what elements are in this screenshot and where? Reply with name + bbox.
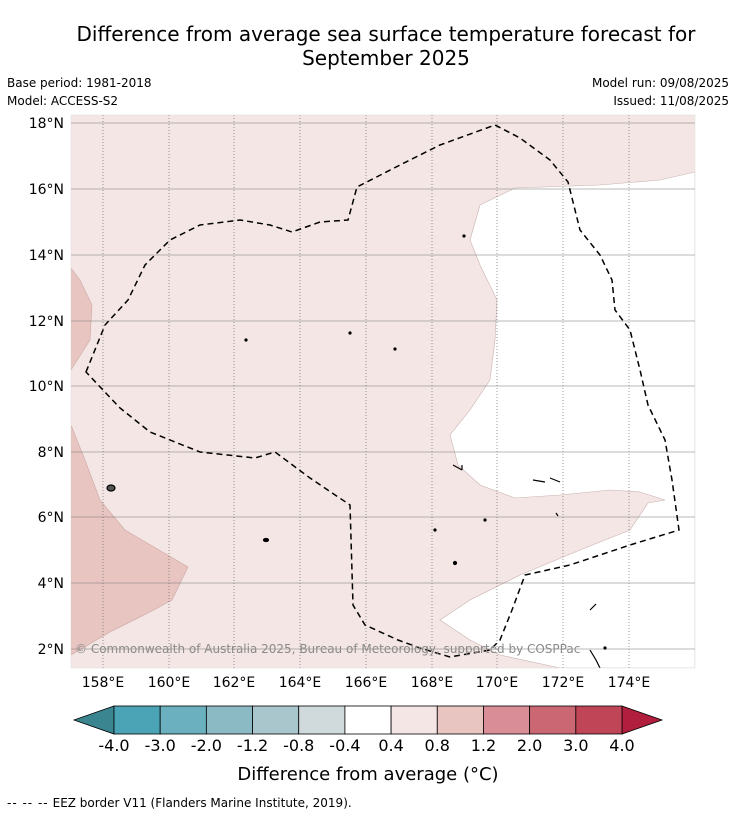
lon-label: 168°E xyxy=(411,675,454,691)
colorbar-segment xyxy=(344,705,392,735)
colorbar-segment xyxy=(298,705,346,735)
colorbar-tick-label: 2.0 xyxy=(517,736,542,755)
eez-legend-text: EEZ border V11 (Flanders Marine Institut… xyxy=(52,796,352,810)
lat-gridlines xyxy=(71,122,695,650)
lon-label: 164°E xyxy=(279,675,322,691)
lon-label: 166°E xyxy=(345,675,388,691)
lat-label: 8°N xyxy=(38,445,64,461)
colorbar-tick-label: -1.2 xyxy=(237,736,268,755)
colorbar-segment xyxy=(529,705,577,735)
lat-label: 10°N xyxy=(29,379,64,395)
colorbar-under-arrow xyxy=(72,705,115,735)
colorbar-label: Difference from average (°C) xyxy=(237,764,498,785)
colorbar-tick-label: 4.0 xyxy=(609,736,634,755)
lat-label: 18°N xyxy=(29,116,64,132)
anomaly-0-8-to-1-2-west xyxy=(71,267,93,371)
base-period: Base period: 1981-2018 xyxy=(7,76,152,90)
colorbar: -4.0 -3.0 -2.0 -1.2 -0.8 -0.4 0.4 0.8 1.2 2.0 3.0 4… xyxy=(72,705,664,785)
map-title: Difference from average sea surface temp… xyxy=(0,22,736,70)
colorbar-segment xyxy=(252,705,300,735)
meta-right: Model run: 09/08/2025 Issued: 11/08/2025 xyxy=(592,74,729,110)
title-line-2: September 2025 xyxy=(302,46,470,70)
lon-labels: 158°E 160°E 162°E 164°E 166°E 168°E 170°… xyxy=(82,675,651,691)
lon-label: 160°E xyxy=(148,675,191,691)
gridlines xyxy=(102,115,630,668)
colorbar-tick-label: 0.8 xyxy=(425,736,450,755)
map-frame xyxy=(70,114,696,669)
lon-label: 174°E xyxy=(608,675,651,691)
colorbar-tick-label: -2.0 xyxy=(191,736,222,755)
copyright-notice: © Commonwealth of Australia 2025, Bureau… xyxy=(75,642,580,656)
map-area xyxy=(71,115,695,668)
colorbar-segment xyxy=(205,705,253,735)
colorbar-segment xyxy=(159,705,207,735)
islands xyxy=(106,234,607,668)
colorbar-segment xyxy=(436,705,484,735)
lat-label: 2°N xyxy=(38,642,64,658)
lon-label: 158°E xyxy=(82,675,125,691)
anomaly-0-8-to-1-2-southwest xyxy=(71,424,189,656)
colorbar-segment xyxy=(483,705,531,735)
title-line-1: Difference from average sea surface temp… xyxy=(76,22,696,46)
colorbar-tick-label: 0.4 xyxy=(378,736,403,755)
colorbar-tick-label: -0.4 xyxy=(329,736,360,755)
colorbar-tick-label: -4.0 xyxy=(98,736,129,755)
lat-label: 12°N xyxy=(29,314,64,330)
lon-label: 170°E xyxy=(476,675,519,691)
colorbar-over-arrow xyxy=(621,705,664,735)
colorbar-segment xyxy=(390,705,438,735)
colorbar-tick-label: -3.0 xyxy=(145,736,176,755)
eez-dash-symbol: -- -- -- xyxy=(7,796,49,810)
colorbar-tick-label: -0.8 xyxy=(283,736,314,755)
colorbar-tick-label: 3.0 xyxy=(563,736,588,755)
colorbar-tick-label: 1.2 xyxy=(471,736,496,755)
lon-label: 162°E xyxy=(213,675,256,691)
lat-label: 6°N xyxy=(38,510,64,526)
lat-label: 4°N xyxy=(38,576,64,592)
lat-label: 16°N xyxy=(29,182,64,198)
model-run: Model run: 09/08/2025 xyxy=(591,76,729,90)
colorbar-segment xyxy=(113,705,161,735)
colorbar-segment xyxy=(575,705,623,735)
meta-left: Base period: 1981-2018 Model: ACCESS-S2 xyxy=(7,74,152,110)
issued-date: Issued: 11/08/2025 xyxy=(613,94,729,108)
lon-label: 172°E xyxy=(542,675,585,691)
lat-labels: 18°N 16°N 14°N 12°N 10°N 8°N 6°N 4°N 2°N xyxy=(29,116,64,658)
lat-label: 14°N xyxy=(29,248,64,264)
model-name: Model: ACCESS-S2 xyxy=(7,94,119,108)
legend-footer: -- -- -- EEZ border V11 (Flanders Marine … xyxy=(7,796,352,810)
